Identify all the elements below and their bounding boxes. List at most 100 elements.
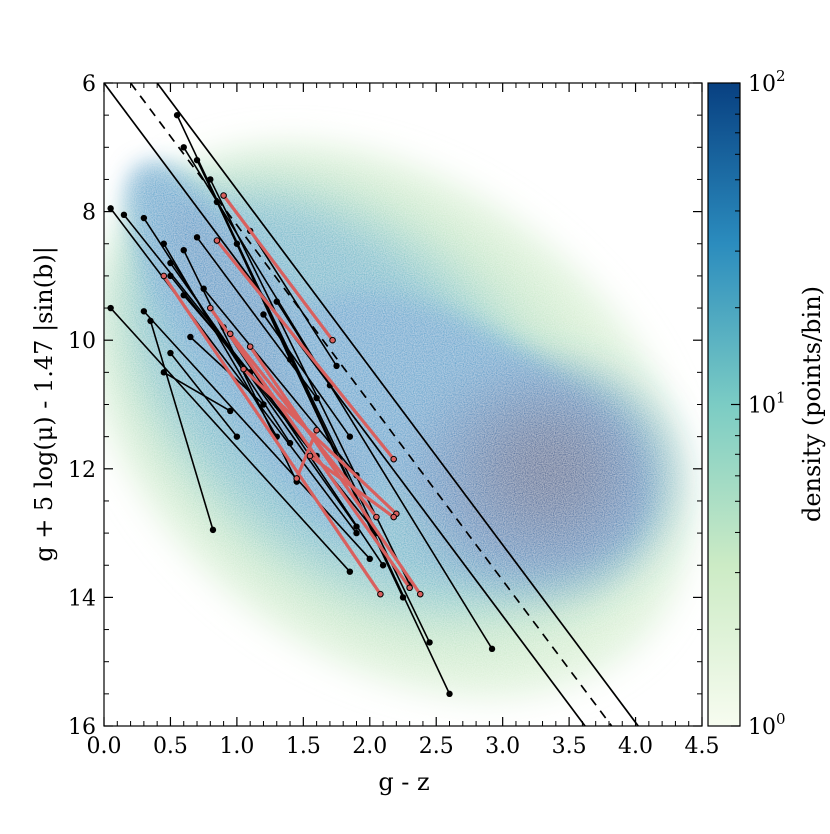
- point-1-7-1: [390, 513, 397, 521]
- point-0-3-1: [346, 568, 354, 575]
- point-0-17-1: [379, 562, 387, 569]
- point-1-3-0: [207, 304, 214, 312]
- point-1-1-0: [213, 237, 221, 244]
- x-tick-label: 0.0: [87, 734, 122, 759]
- x-tick-label: 4.5: [685, 734, 720, 759]
- x-tick-label: 2.0: [352, 734, 387, 759]
- point-0-24-0: [180, 291, 187, 299]
- point-0-12-0: [160, 240, 167, 247]
- segment-1-5: [242, 367, 398, 515]
- point-0-13-0: [167, 259, 174, 267]
- point-0-2-0: [140, 214, 148, 222]
- point-1-8-0: [293, 475, 300, 482]
- point-1-1-1: [390, 455, 397, 463]
- y-tick-label: 14: [68, 586, 96, 611]
- point-0-2-1: [286, 439, 294, 447]
- segment-0-13: [169, 262, 358, 528]
- point-0-11-1: [399, 594, 407, 601]
- density-heatmap: [104, 83, 702, 726]
- point-0-20-1: [346, 433, 354, 440]
- point-0-0-0: [107, 205, 114, 212]
- segment-1-0: [222, 194, 334, 342]
- point-0-20-0: [260, 311, 267, 318]
- point-0-21-0: [273, 298, 280, 305]
- x-tick-label: 1.5: [286, 734, 321, 759]
- x-tick-label: 3.0: [485, 734, 520, 759]
- x-axis-label: g - z: [378, 768, 429, 796]
- point-0-22-0: [167, 349, 174, 357]
- point-0-13-1: [353, 523, 360, 530]
- colorbar-label: density (points/bin): [798, 286, 826, 522]
- x-tick-label: 1.0: [219, 734, 254, 759]
- x-tick-label: 2.5: [419, 734, 454, 759]
- point-1-4-0: [246, 343, 254, 350]
- point-0-6-0: [167, 272, 174, 280]
- point-0-19-1: [333, 362, 340, 370]
- segment-1-8: [295, 429, 319, 480]
- point-0-5-1: [209, 526, 217, 534]
- reference-line-1: [156, 83, 639, 726]
- point-1-6-1: [373, 513, 380, 521]
- point-0-23-0: [160, 369, 167, 376]
- segment-0-0: [110, 207, 358, 534]
- segment-0-4: [143, 310, 371, 560]
- point-0-10-0: [207, 176, 214, 183]
- segment-1-2: [162, 274, 382, 596]
- y-axis-label: g + 5 log(μ) - 1.47 |sin(b)|: [30, 246, 59, 562]
- point-0-8-1: [488, 645, 496, 653]
- point-1-2-1: [377, 590, 384, 598]
- point-0-15-0: [193, 234, 201, 241]
- point-0-1-0: [120, 211, 128, 219]
- y-tick-label: 8: [82, 201, 96, 226]
- point-0-3-0: [107, 304, 114, 312]
- point-0-18-0: [233, 240, 241, 247]
- x-tick-label: 0.5: [153, 734, 188, 759]
- point-1-5-0: [240, 365, 247, 373]
- point-0-7-1: [446, 690, 453, 698]
- point-0-15-1: [313, 394, 320, 402]
- segment-1-7: [309, 454, 395, 519]
- point-1-6-0: [226, 330, 234, 338]
- point-0-22-1: [233, 433, 241, 440]
- point-0-5-0: [147, 317, 154, 325]
- point-0-7-0: [173, 111, 181, 119]
- point-1-7-0: [306, 452, 314, 460]
- segment-0-23: [163, 371, 231, 412]
- point-0-18-1: [286, 356, 294, 363]
- point-0-25-1: [260, 401, 267, 408]
- point-0-0-1: [353, 529, 360, 537]
- segment-0-24: [183, 294, 251, 373]
- segment-0-19: [249, 230, 338, 367]
- point-1-4-1: [416, 590, 424, 598]
- plot-overlay: [104, 83, 639, 726]
- point-0-8-0: [180, 144, 187, 151]
- point-0-11-0: [213, 198, 221, 206]
- segment-1-1: [215, 239, 395, 461]
- segment-0-16: [203, 288, 358, 476]
- x-tick-label: 4.0: [618, 734, 653, 759]
- segment-0-20: [262, 314, 351, 438]
- point-1-0-0: [220, 192, 227, 199]
- y-tick-label: 10: [68, 329, 96, 354]
- point-0-4-1: [366, 555, 373, 563]
- y-axis: 6 8 10 12 14 16: [68, 72, 702, 740]
- segment-1-4: [248, 345, 422, 596]
- colorbar-tick-label: 102: [748, 67, 786, 97]
- colorbar-tick-label: 101: [748, 389, 786, 419]
- point-1-0-1: [329, 336, 336, 344]
- x-tick-label: 3.5: [552, 734, 587, 759]
- point-0-4-0: [140, 308, 148, 315]
- point-1-3-1: [406, 584, 413, 592]
- point-0-14-0: [180, 246, 187, 254]
- x-axis: 0.0 0.5 1.0 1.5 2.0 2.5 3.0 3.5 4.0 4.5: [87, 83, 720, 759]
- point-1-2-0: [160, 272, 168, 280]
- y-tick-label: 6: [82, 72, 96, 97]
- point-0-9-0: [193, 156, 201, 164]
- segment-0-15: [196, 236, 318, 399]
- point-0-16-0: [200, 285, 207, 292]
- segment-0-12: [163, 243, 278, 438]
- reference-line-0: [104, 83, 586, 726]
- point-0-25-0: [187, 333, 194, 341]
- point-0-9-1: [426, 639, 433, 646]
